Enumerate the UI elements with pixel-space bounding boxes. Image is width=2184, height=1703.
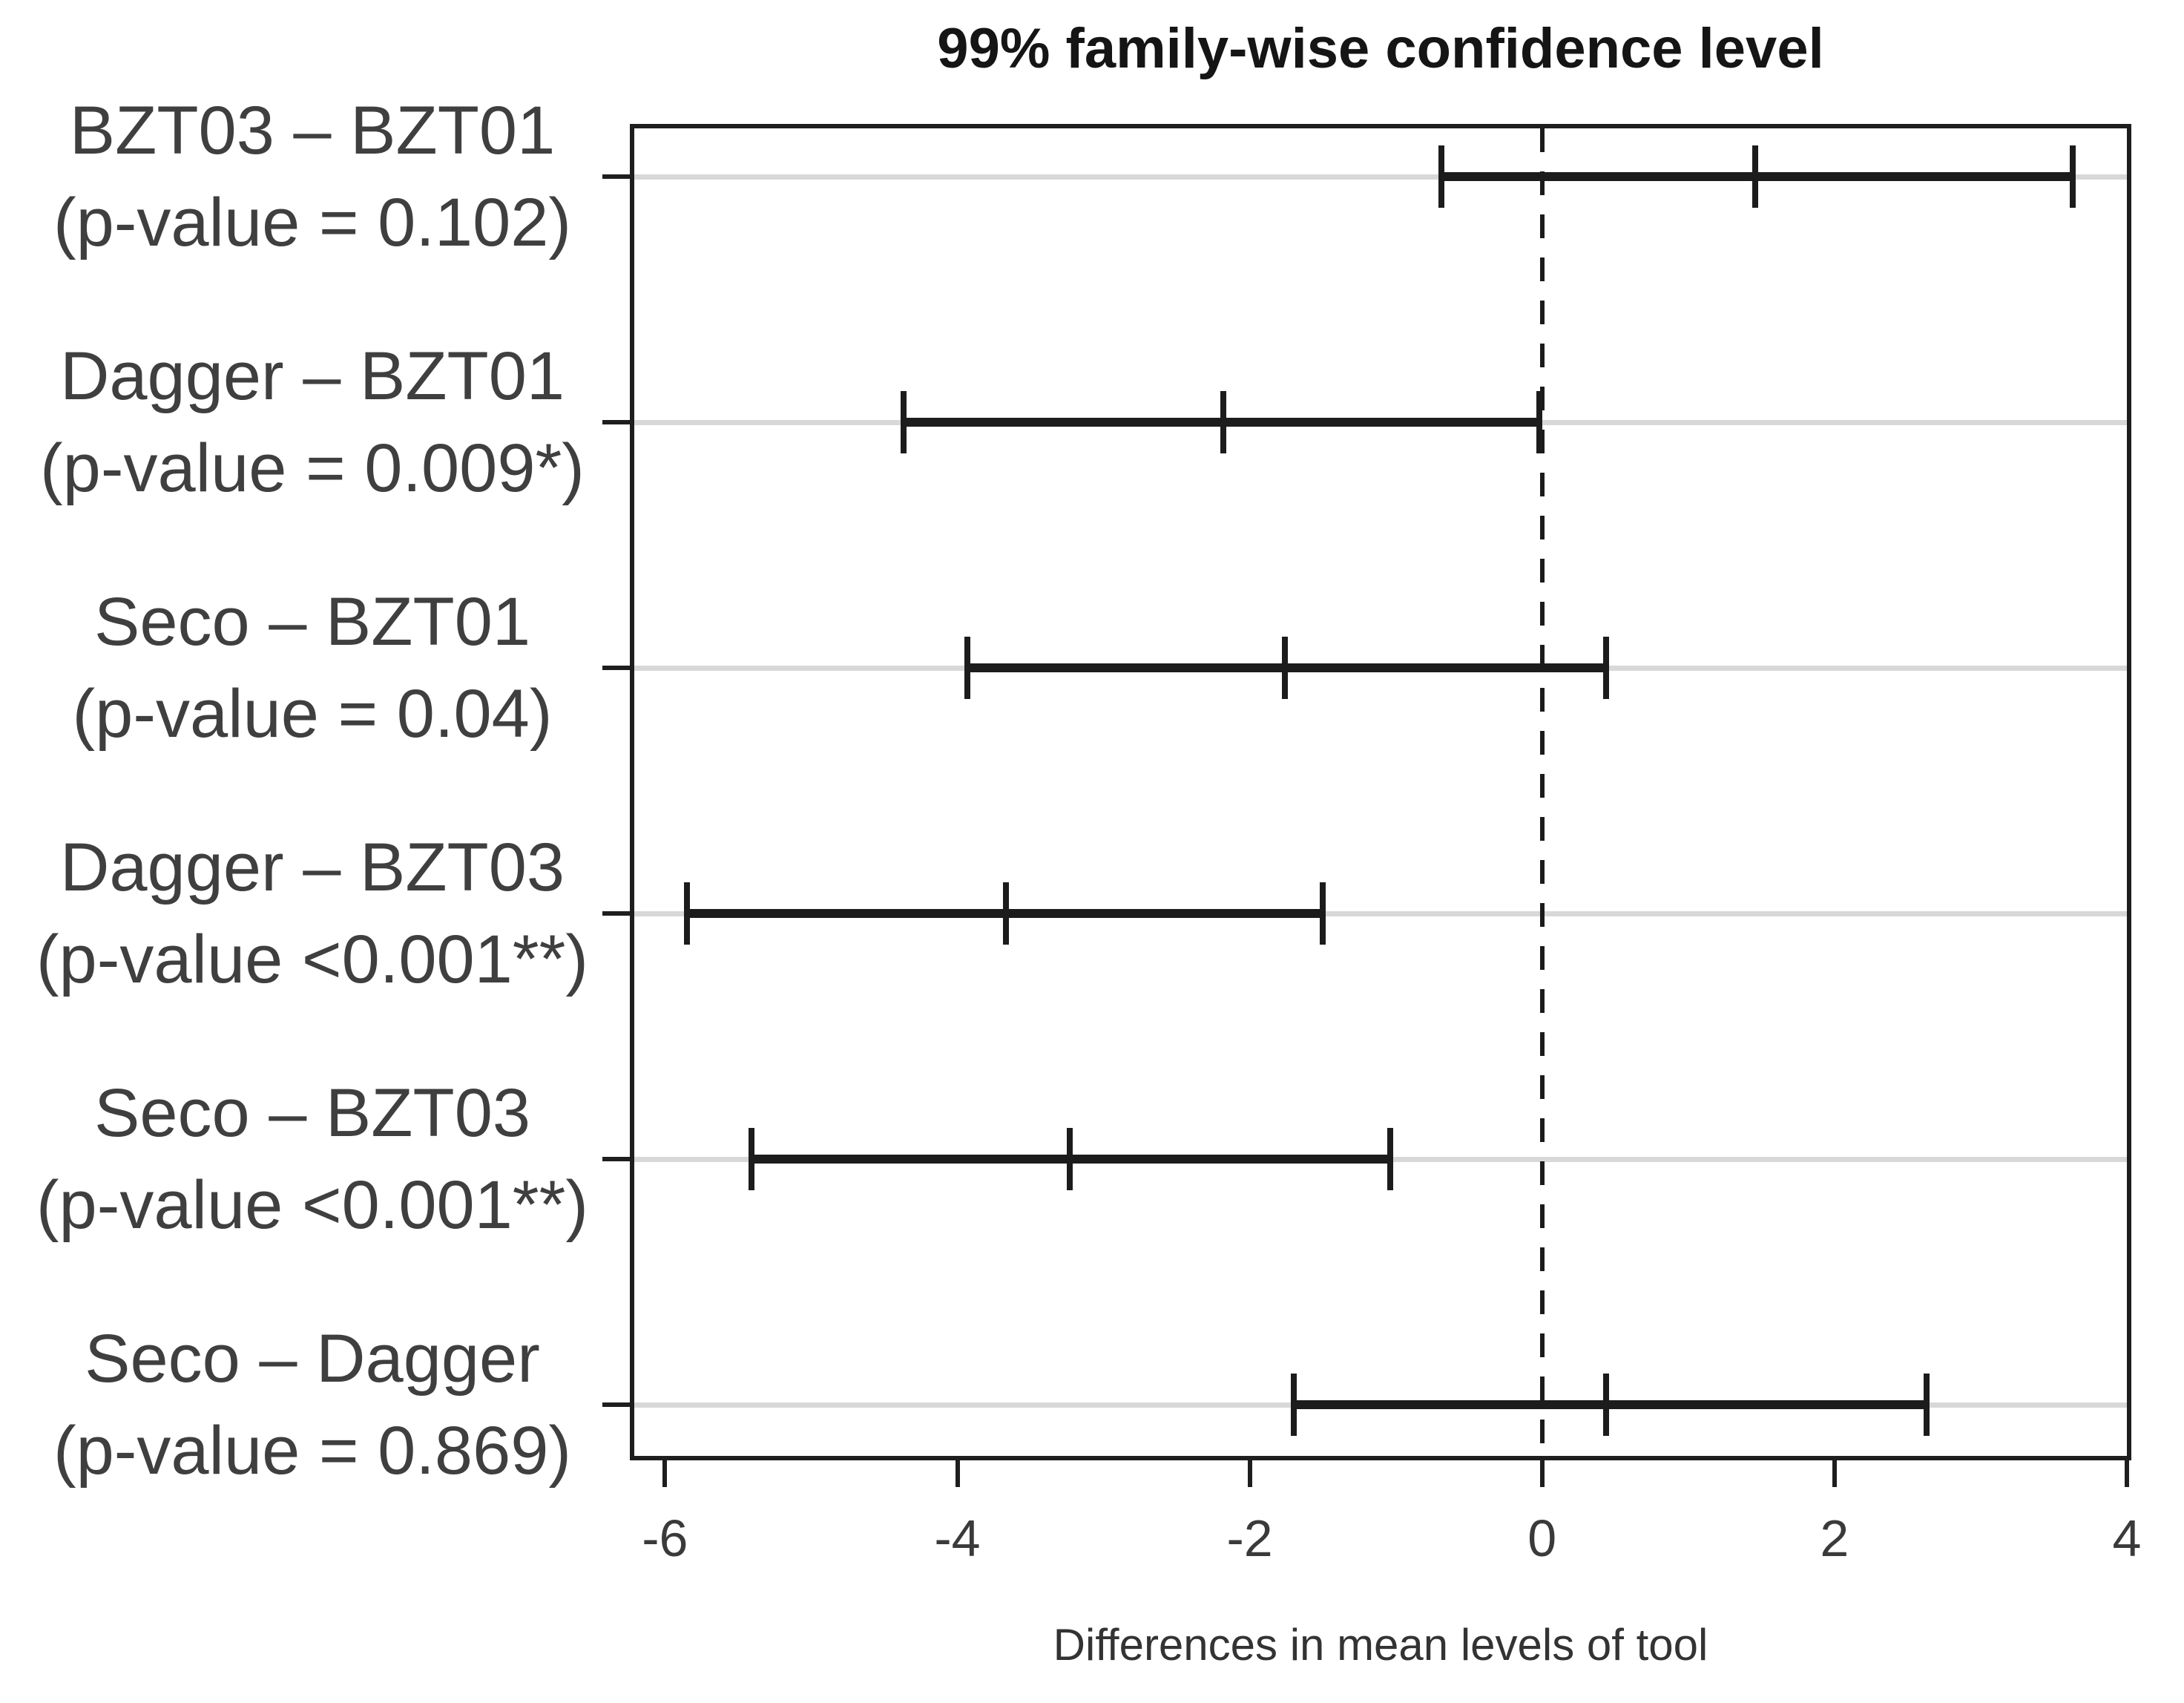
comparison-label: Dagger – BZT03 (p-value <0.001**) bbox=[12, 821, 613, 1006]
plot-box-border bbox=[630, 124, 2131, 1460]
comparison-name: Seco – Dagger bbox=[85, 1321, 540, 1397]
comparison-label: Seco – BZT01 (p-value = 0.04) bbox=[12, 575, 613, 761]
ci-center-cap bbox=[1281, 637, 1288, 699]
x-tick-label: 4 bbox=[2112, 1509, 2142, 1567]
comparison-name: Dagger – BZT03 bbox=[59, 830, 565, 905]
p-value-text: (p-value <0.001**) bbox=[36, 1167, 589, 1243]
x-axis-tick bbox=[955, 1460, 960, 1487]
ci-center-cap bbox=[1067, 1128, 1073, 1190]
p-value-text: (p-value <0.001**) bbox=[36, 922, 589, 997]
x-axis-tick bbox=[1832, 1460, 1837, 1487]
x-axis-label: Differences in mean levels of tool bbox=[1053, 1620, 1708, 1670]
p-value-text: (p-value = 0.04) bbox=[72, 676, 553, 752]
ci-upper-cap bbox=[2070, 145, 2076, 208]
comparison-name: Seco – BZT03 bbox=[93, 1075, 531, 1151]
ci-lower-cap bbox=[1438, 145, 1444, 208]
ci-lower-cap bbox=[683, 882, 690, 945]
x-tick-label: -2 bbox=[1226, 1509, 1273, 1567]
x-tick-label: -4 bbox=[934, 1509, 981, 1567]
y-axis-tick bbox=[602, 1402, 630, 1407]
ci-center-cap bbox=[1752, 145, 1759, 208]
ci-lower-cap bbox=[1290, 1374, 1297, 1436]
comparison-name: Dagger – BZT01 bbox=[59, 338, 565, 414]
x-tick-label: -6 bbox=[642, 1509, 688, 1567]
plot-title: 99% family-wise confidence level bbox=[937, 17, 1824, 80]
ci-center-cap bbox=[1603, 1374, 1610, 1436]
y-axis-tick bbox=[602, 420, 630, 424]
p-value-text: (p-value = 0.102) bbox=[53, 185, 572, 260]
p-value-text: (p-value = 0.869) bbox=[53, 1413, 572, 1489]
ci-center-cap bbox=[1002, 882, 1009, 945]
plot-area bbox=[634, 128, 2127, 1456]
x-axis-tick bbox=[662, 1460, 668, 1487]
zero-dashed-line bbox=[1539, 128, 1545, 1456]
row-gridline bbox=[634, 911, 2127, 916]
y-axis-tick bbox=[602, 1157, 630, 1161]
row-gridline bbox=[634, 174, 2127, 180]
ci-upper-cap bbox=[1320, 882, 1326, 945]
comparison-label: Seco – BZT03 (p-value <0.001**) bbox=[12, 1066, 613, 1252]
y-axis-tick bbox=[602, 174, 630, 179]
ci-upper-cap bbox=[1387, 1128, 1393, 1190]
x-axis-tick bbox=[1247, 1460, 1252, 1487]
ci-upper-cap bbox=[1924, 1374, 1930, 1436]
x-axis-tick bbox=[2125, 1460, 2129, 1487]
comparison-name: Seco – BZT01 bbox=[93, 584, 531, 660]
ci-lower-cap bbox=[900, 391, 907, 453]
y-axis-tick bbox=[602, 666, 630, 670]
x-axis-tick bbox=[1539, 1460, 1545, 1487]
ci-upper-cap bbox=[1603, 637, 1610, 699]
comparison-label: BZT03 – BZT01 (p-value = 0.102) bbox=[12, 84, 613, 269]
comparison-label: Seco – Dagger (p-value = 0.869) bbox=[12, 1312, 613, 1497]
x-tick-label: 0 bbox=[1527, 1509, 1557, 1567]
comparison-name: BZT03 – BZT01 bbox=[69, 93, 556, 168]
x-tick-label: 2 bbox=[1820, 1509, 1849, 1567]
ci-upper-cap bbox=[1536, 391, 1542, 453]
comparison-label: Dagger – BZT01 (p-value = 0.009*) bbox=[12, 329, 613, 515]
ci-lower-cap bbox=[964, 637, 971, 699]
ci-lower-cap bbox=[748, 1128, 754, 1190]
y-axis-tick bbox=[602, 911, 630, 916]
p-value-text: (p-value = 0.009*) bbox=[40, 430, 585, 506]
ci-center-cap bbox=[1220, 391, 1227, 453]
confidence-interval-bar bbox=[1293, 1400, 1927, 1409]
